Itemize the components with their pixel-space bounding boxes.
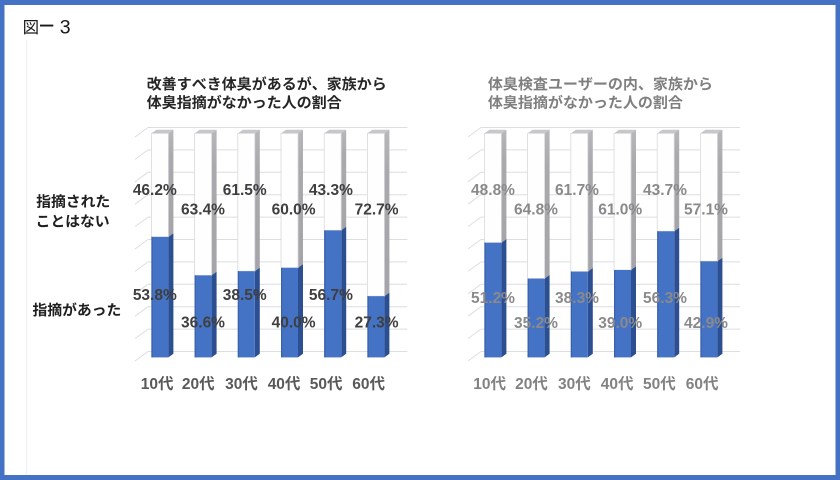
svg-text:60.0%: 60.0% (272, 202, 316, 219)
svg-text:39.0%: 39.0% (598, 315, 642, 332)
svg-text:46.2%: 46.2% (133, 182, 177, 199)
svg-text:38.3%: 38.3% (555, 290, 599, 307)
svg-text:60: 60 (352, 376, 369, 393)
svg-text:43.7%: 43.7% (643, 182, 687, 199)
svg-text:60: 60 (686, 376, 703, 393)
svg-text:50: 50 (310, 376, 327, 393)
svg-text:35.2%: 35.2% (514, 315, 558, 332)
svg-text:42.9%: 42.9% (684, 315, 728, 332)
svg-text:30: 30 (225, 376, 242, 393)
svg-text:40: 40 (601, 376, 618, 393)
svg-text:30: 30 (558, 376, 575, 393)
svg-text:63.4%: 63.4% (181, 202, 225, 219)
svg-text:61.5%: 61.5% (223, 182, 267, 199)
svg-text:51.2%: 51.2% (471, 290, 515, 307)
svg-text:61.0%: 61.0% (598, 202, 642, 219)
svg-text:27.3%: 27.3% (355, 315, 399, 332)
svg-text:50: 50 (643, 376, 660, 393)
svg-text:20: 20 (515, 376, 532, 393)
svg-text:61.7%: 61.7% (555, 182, 599, 199)
svg-text:40.0%: 40.0% (272, 315, 316, 332)
svg-text:56.7%: 56.7% (309, 287, 353, 304)
svg-text:10: 10 (141, 376, 158, 393)
svg-text:64.8%: 64.8% (514, 202, 558, 219)
svg-text:56.3%: 56.3% (643, 290, 687, 307)
svg-text:40: 40 (268, 376, 285, 393)
svg-text:57.1%: 57.1% (684, 202, 728, 219)
svg-text:38.5%: 38.5% (223, 287, 267, 304)
svg-text:43.3%: 43.3% (309, 182, 353, 199)
svg-text:10: 10 (473, 376, 490, 393)
svg-text:20: 20 (182, 376, 199, 393)
svg-text:72.7%: 72.7% (355, 202, 399, 219)
svg-text:53.8%: 53.8% (133, 287, 177, 304)
svg-text:36.6%: 36.6% (181, 315, 225, 332)
svg-text:3: 3 (60, 17, 71, 39)
svg-text:48.8%: 48.8% (471, 182, 515, 199)
